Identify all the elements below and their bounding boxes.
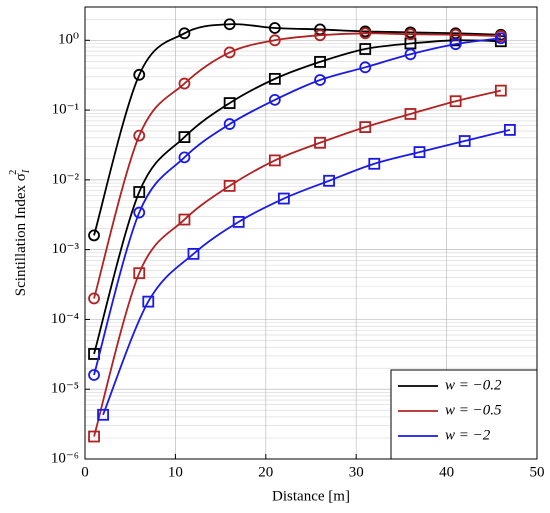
marker-circle [404, 28, 417, 41]
marker-circle [223, 118, 236, 130]
marker-square [142, 295, 155, 308]
marker-circle [449, 38, 462, 51]
marker-circle [133, 206, 146, 219]
marker-square [404, 108, 417, 120]
x-tick-label: 20 [258, 464, 273, 480]
marker-circle [359, 61, 372, 74]
series-line [102, 129, 511, 416]
series-line [93, 89, 502, 437]
marker-square [413, 146, 426, 158]
y-tick-label: 10⁻² [52, 171, 80, 187]
marker-square [494, 84, 507, 97]
series-line [93, 37, 501, 376]
marker-circle [133, 129, 146, 142]
legend-label: w = −0.2 [445, 377, 502, 393]
marker-square [359, 121, 372, 134]
y-tick-label: 10⁻³ [52, 241, 80, 257]
marker-square [314, 56, 326, 68]
marker-square [97, 408, 109, 421]
marker-square [178, 131, 191, 144]
marker-circle [494, 32, 507, 45]
marker-circle [268, 22, 281, 34]
marker-square [323, 174, 335, 187]
marker-circle [404, 48, 417, 61]
marker-square [187, 247, 200, 260]
legend-label: w = −0.5 [445, 402, 502, 418]
marker-circle [223, 46, 236, 59]
y-axis-label-text: Scintillation Index σ [13, 173, 29, 296]
marker-circle [133, 68, 146, 81]
marker-square [268, 72, 281, 85]
y-tick-label: 10⁻⁴ [51, 311, 79, 327]
marker-square [88, 430, 100, 443]
marker-square [223, 97, 236, 109]
plot-area [88, 18, 516, 443]
x-tick-label: 30 [349, 464, 364, 480]
marker-circle [178, 151, 191, 164]
marker-square [232, 215, 245, 228]
marker-circle [314, 29, 326, 42]
series-line [93, 39, 501, 355]
marker-square [314, 136, 326, 149]
marker-square [133, 267, 146, 280]
marker-circle [223, 18, 236, 31]
x-tick-label: 40 [439, 464, 454, 480]
y-axis-label-sup: 2 [8, 170, 19, 175]
marker-circle [178, 27, 191, 40]
marker-square [268, 154, 281, 167]
marker-circle [314, 74, 326, 86]
marker-circle [178, 77, 191, 90]
marker-square [449, 95, 462, 108]
y-tick-label: 10⁻⁶ [51, 450, 79, 466]
marker-square [133, 186, 146, 198]
y-tick-label: 10⁻¹ [52, 102, 79, 118]
marker-circle [268, 93, 281, 106]
x-axis-label: Distance [m] [272, 488, 350, 504]
marker-circle [268, 34, 281, 47]
marker-circle [359, 27, 372, 40]
y-tick-label: 10⁰ [58, 32, 79, 48]
marker-circle [88, 292, 100, 305]
x-tick-label: 50 [530, 464, 545, 480]
y-axis-label-sub: I [21, 169, 32, 174]
plot-frame [84, 6, 538, 460]
legend-box [390, 369, 538, 460]
marker-circle [88, 229, 100, 242]
marker-circle [88, 369, 100, 381]
marker-square [277, 192, 290, 205]
x-tick-label: 10 [168, 464, 183, 480]
marker-square [503, 123, 516, 136]
marker-square [223, 179, 236, 192]
marker-square [359, 43, 372, 55]
series-line [93, 32, 501, 299]
y-axis-label: Scintillation Index σI2 [8, 169, 32, 296]
marker-square [368, 157, 381, 170]
y-tick-label: 10⁻⁵ [51, 381, 79, 397]
marker-square [178, 213, 191, 226]
legend-label: w = −2 [445, 427, 491, 443]
marker-square [458, 135, 471, 147]
x-tick-label: 0 [81, 464, 89, 480]
